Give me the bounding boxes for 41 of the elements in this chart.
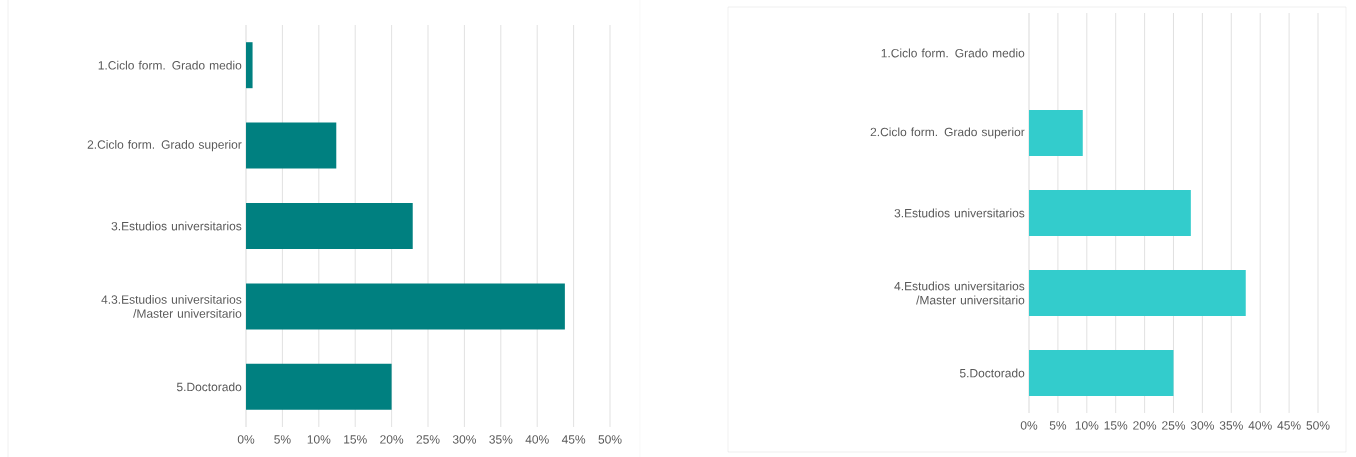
y-tick-label: 3.Estudios universitarios	[894, 208, 1025, 218]
x-tick-label: 50%	[1306, 421, 1330, 430]
x-tick-label: 35%	[489, 435, 513, 444]
x-tick-label: 40%	[1248, 421, 1272, 430]
bar	[246, 122, 337, 169]
bar	[1029, 110, 1083, 156]
x-tick-label: 0%	[237, 435, 255, 444]
x-tick-label: 5%	[1049, 421, 1067, 430]
bar	[246, 283, 565, 330]
y-tick-label: 4.Estudios universitarios /Master universitario	[894, 281, 1025, 305]
x-tick-label: 45%	[561, 435, 586, 444]
y-tick-label: 2.Ciclo form. Grado superior	[87, 140, 242, 152]
x-tick-label: 30%	[452, 435, 476, 444]
bar	[246, 42, 253, 89]
y-tick-label: 5.Doctorado	[176, 382, 242, 392]
bar	[246, 363, 392, 410]
y-tick-label: 2.Ciclo form. Grado superior	[870, 127, 1025, 139]
x-tick-label: 0%	[1020, 421, 1038, 430]
x-tick-label: 40%	[525, 435, 549, 444]
y-tick-label: 1.Ciclo form. Grado medio	[881, 48, 1025, 58]
x-tick-label: 10%	[307, 435, 331, 444]
x-tick-label: 25%	[1162, 421, 1186, 430]
bar	[1029, 349, 1174, 396]
x-tick-label: 5%	[274, 435, 291, 444]
x-tick-label: 10%	[1075, 421, 1099, 430]
bar	[246, 203, 413, 249]
y-tick-label: 3.Estudios universitarios	[111, 221, 242, 231]
x-tick-label: 25%	[416, 435, 440, 444]
x-tick-label: 45%	[1277, 421, 1301, 430]
x-tick-label: 50%	[598, 435, 622, 444]
x-tick-label: 30%	[1190, 421, 1214, 430]
x-tick-label: 15%	[1104, 421, 1128, 430]
bar	[1029, 269, 1246, 316]
y-tick-label: 4.3.Estudios universitarios /Master universitario	[101, 294, 242, 318]
x-tick-label: 20%	[1133, 421, 1157, 430]
y-tick-label: 5.Doctorado	[959, 368, 1025, 378]
y-tick-label: 1.Ciclo form. Grado medio	[98, 60, 242, 70]
x-tick-label: 35%	[1219, 421, 1243, 430]
bar	[1029, 190, 1191, 236]
x-tick-label: 20%	[380, 435, 404, 444]
x-tick-label: 15%	[344, 435, 367, 444]
